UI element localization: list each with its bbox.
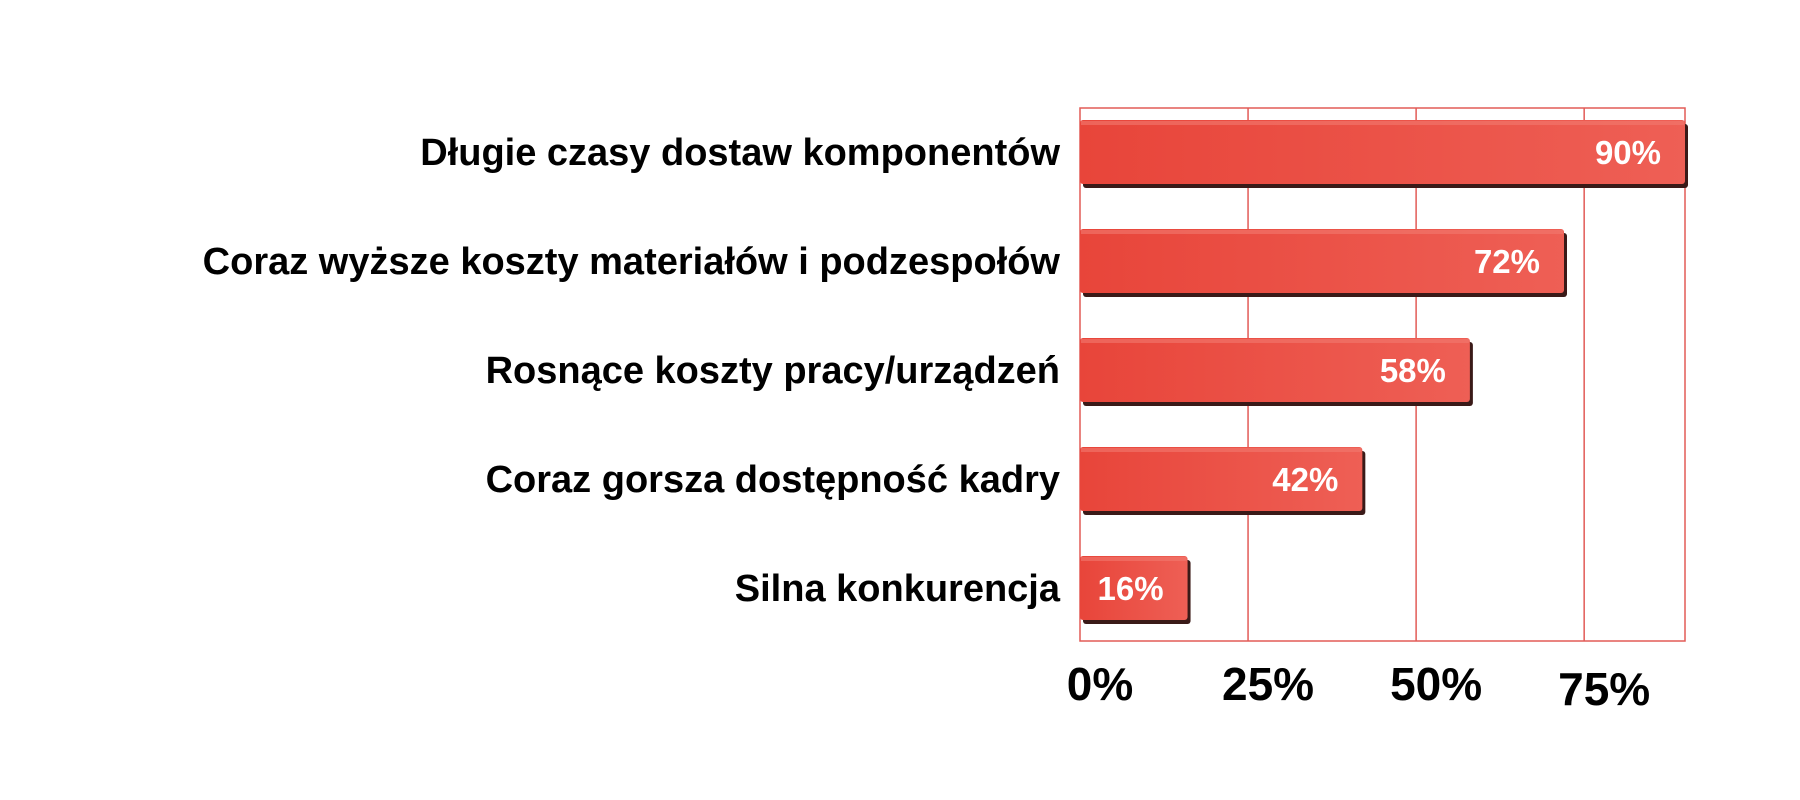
x-tick-label: 50% [1390, 658, 1482, 710]
bar-layer [1080, 120, 1688, 624]
category-label: Coraz gorsza dostępność kadry [486, 459, 1060, 501]
bar-highlight [1081, 121, 1684, 125]
category-label: Długie czasy dostaw komponentów [420, 132, 1060, 174]
x-tick-label: 75% [1558, 663, 1650, 715]
category-label: Rosnące koszty pracy/urządzeń [486, 350, 1060, 392]
label-layer: 0% 25% 50% 75% Długie czasy dostaw komponent… [203, 132, 1661, 715]
x-tick-label: 0% [1067, 658, 1133, 710]
x-tick-label: 25% [1222, 658, 1314, 710]
data-label: 90% [1595, 134, 1661, 171]
bar [1080, 556, 1188, 620]
bar-highlight [1081, 230, 1563, 234]
data-label: 42% [1272, 461, 1338, 498]
bar [1080, 447, 1363, 511]
bar-highlight [1081, 557, 1187, 561]
data-label: 58% [1380, 352, 1446, 389]
bar-highlight [1081, 339, 1469, 343]
bar [1080, 120, 1685, 184]
bar-highlight [1081, 448, 1362, 452]
category-label: Coraz wyższe koszty materiałów i podzesp… [203, 241, 1061, 283]
bar [1080, 229, 1564, 293]
category-label: Silna konkurencja [735, 568, 1061, 610]
bar [1080, 338, 1470, 402]
data-label: 16% [1097, 570, 1163, 607]
data-label: 72% [1474, 243, 1540, 280]
